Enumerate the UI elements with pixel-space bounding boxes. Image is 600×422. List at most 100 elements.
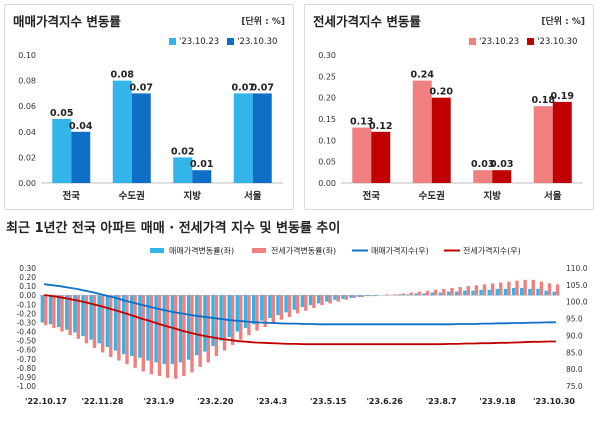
bar (173, 157, 193, 183)
sale-rate-bar (414, 293, 418, 296)
legend-item: '23.10.30 (227, 37, 277, 47)
y-left-tick-label: -0.90 (17, 373, 37, 382)
legend-swatch (469, 38, 476, 45)
x-tick-label: '23.8.7 (426, 397, 457, 406)
sale-rate-bar (81, 295, 85, 337)
legend-swatch (150, 248, 164, 253)
sale-rate-bar (528, 288, 532, 296)
sale-rate-bar (73, 295, 77, 333)
sale-rate-bar (251, 295, 256, 325)
jeonse-rate-bar (214, 295, 219, 357)
sale-rate-bar (40, 295, 45, 323)
legend-label: '23.10.30 (237, 37, 278, 47)
sale-rate-bar (471, 290, 475, 296)
jeonse-rate-bar (474, 285, 479, 296)
x-tick-label: '22.11.28 (81, 397, 123, 406)
y-right-tick-label: 110.0 (566, 264, 588, 273)
jeonse-rate-bar (499, 282, 503, 296)
data-label: 0.03 (471, 159, 494, 170)
x-tick-label: '23.6.26 (366, 397, 403, 406)
y-tick-label: 0.30 (318, 51, 336, 60)
y-left-tick-label: 0.30 (19, 264, 36, 273)
jeonse-rate-bar (466, 286, 470, 296)
x-tick-label: 전국 (363, 190, 381, 202)
sale-rate-bar (349, 295, 353, 298)
sale-rate-bar (211, 295, 215, 347)
data-label: 0.02 (171, 146, 194, 157)
y-tick-label: 0.25 (318, 72, 336, 81)
jeonse-rate-bar (141, 295, 145, 372)
sale-rate-bar (121, 295, 126, 355)
x-tick-label: 서울 (544, 190, 562, 202)
sale-rate-bar (495, 288, 500, 296)
y-tick-label: 0.02 (18, 153, 36, 162)
y-left-tick-label: -0.80 (17, 364, 37, 373)
jeonse-rate-bar (222, 295, 227, 351)
sale-rate-bar (552, 291, 556, 296)
data-label: 0.12 (369, 121, 392, 132)
jeonse-rate-bar (442, 288, 446, 296)
x-tick-label: '23.1.9 (143, 397, 174, 406)
jeonse-rate-bar (425, 290, 430, 296)
data-label: 0.05 (50, 108, 73, 119)
jeonse-rate-bar (133, 295, 137, 368)
y-right-tick-label: 75.0 (566, 382, 583, 391)
jeonse-rate-bar (458, 287, 462, 296)
sale-rate-bar (373, 295, 378, 297)
legend-item: '23.10.23 (469, 37, 519, 47)
bar (533, 106, 553, 183)
bar (233, 93, 253, 183)
x-tick-label: 수도권 (419, 190, 445, 202)
sale-rate-bar (357, 295, 361, 298)
sale-rate-bar (398, 294, 402, 296)
y-tick-label: 0.08 (18, 77, 36, 86)
jeonse-rate-bar (336, 295, 340, 302)
y-left-tick-label: 0.00 (19, 291, 36, 300)
y-right-tick-label: 80.0 (566, 365, 583, 374)
sale-rate-bar (422, 293, 426, 296)
jeonse-rate-bar (125, 295, 129, 365)
jeonse-rate-bar (555, 284, 560, 296)
sale-rate-bar (487, 289, 491, 296)
x-tick-label: 전국 (63, 190, 81, 202)
jeonse-rate-bar (515, 280, 519, 296)
sale-rate-bar (97, 295, 101, 344)
data-label: 0.07 (232, 82, 255, 93)
sale-rate-bar (235, 295, 240, 332)
legend-item: '23.10.23 (169, 37, 219, 47)
x-tick-label: 서울 (244, 190, 262, 202)
legend-swatch (169, 38, 176, 45)
jeonse-rate-bar (344, 295, 349, 300)
jeonse-change-panel: 전세가격지수 변동률 [단위 : %] '23.10.23 '23.10.30 … (304, 4, 594, 210)
sale-rate-bar (243, 295, 248, 328)
legend-label: 전세가격지수(우) (463, 246, 521, 256)
jeonse-rate-bar (271, 295, 275, 324)
sale-rate-bar (195, 295, 199, 356)
x-tick-label: '22.10.17 (25, 397, 67, 406)
sale-rate-bar (113, 295, 118, 351)
jeonse-rate-bar (523, 279, 527, 296)
jeonse-rate-bar (434, 289, 438, 296)
jeonse-rate-bar (165, 295, 170, 378)
jeonse-change-chart: 0.00 0.05 0.10 0.15 0.20 0.25 0.30 0.130.12 전국 0.… (318, 51, 583, 202)
bar (192, 170, 212, 183)
y-tick-label: 0.06 (18, 102, 36, 111)
y-right-tick-label: 100.0 (566, 298, 588, 307)
x-tick-label: '23.5.15 (310, 397, 347, 406)
sale-rate-bar (130, 295, 134, 357)
y-right-tick-label: 85.0 (566, 348, 583, 357)
jeonse-rate-bar (239, 295, 243, 340)
sale-change-chart: 0.000.020.040.060.080.100.050.04전국0.080.… (18, 51, 283, 202)
jeonse-rate-bar (482, 284, 487, 296)
jeonse-rate-bar (84, 295, 89, 344)
bar (492, 170, 512, 183)
sale-rate-bar (284, 295, 288, 313)
jeonse-rate-bar (117, 295, 121, 361)
legend-label: 매매가격변동률(좌) (169, 246, 234, 256)
sale-change-legend: '23.10.23 '23.10.30 (169, 37, 277, 47)
y-tick-label: 0.20 (318, 94, 336, 103)
jeonse-rate-bar (490, 283, 495, 296)
sale-rate-bar (333, 295, 337, 300)
y-left-tick-label: -0.10 (17, 300, 37, 309)
y-tick-label: 0.04 (18, 128, 36, 137)
